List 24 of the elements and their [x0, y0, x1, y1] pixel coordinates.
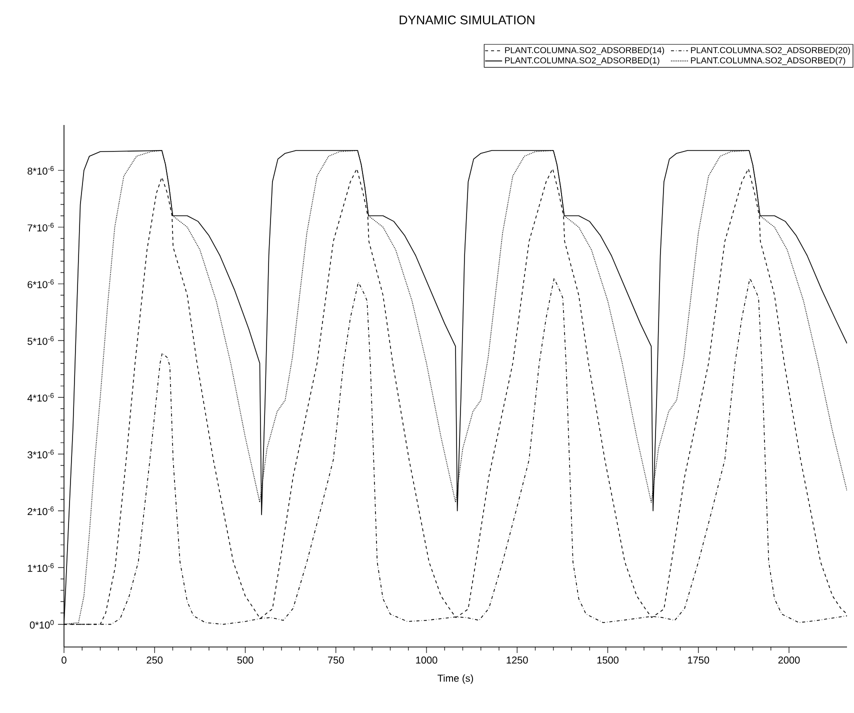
legend-label: PLANT.COLUMNA.SO2_ADSORBED(7) [691, 57, 846, 66]
x-tick-label: 500 [237, 656, 254, 664]
y-tick-label: 1*10$^{-6}$ [28, 563, 54, 572]
legend-label: PLANT.COLUMNA.SO2_ADSORBED(14) [505, 46, 664, 55]
legend-label: PLANT.COLUMNA.SO2_ADSORBED(1) [505, 57, 660, 66]
x-tick-label: 2000 [778, 656, 800, 664]
x-tick-label: 1250 [506, 656, 528, 664]
y-tick-label: 2*10$^{-6}$ [28, 506, 54, 516]
y-tick-label: 6*10$^{-6}$ [28, 280, 54, 288]
x-tick-label: 1500 [597, 656, 618, 664]
x-tick-label: 750 [328, 656, 344, 664]
legend-label: PLANT.COLUMNA.SO2_ADSORBED(20) [691, 46, 850, 55]
chart-title: DYNAMIC SIMULATION [400, 16, 534, 24]
y-tick-label: 5*10$^{-6}$ [28, 336, 54, 345]
x-axis-title: Time (s) [438, 674, 474, 684]
x-tick-label: 1750 [688, 656, 710, 664]
y-tick-label: 3*10$^{-6}$ [28, 450, 54, 458]
x-tick-label: 1000 [416, 656, 438, 664]
x-tick-label: 250 [146, 656, 163, 664]
y-tick-label: 0*10$^{0}$ [30, 620, 54, 629]
y-tick-label: 4*10$^{-6}$ [27, 393, 54, 402]
y-tick-label: 7*10$^{-6}$ [28, 222, 54, 232]
y-tick-label: 8*10$^{-6}$ [28, 166, 54, 175]
x-tick-label: 0 [62, 656, 66, 664]
